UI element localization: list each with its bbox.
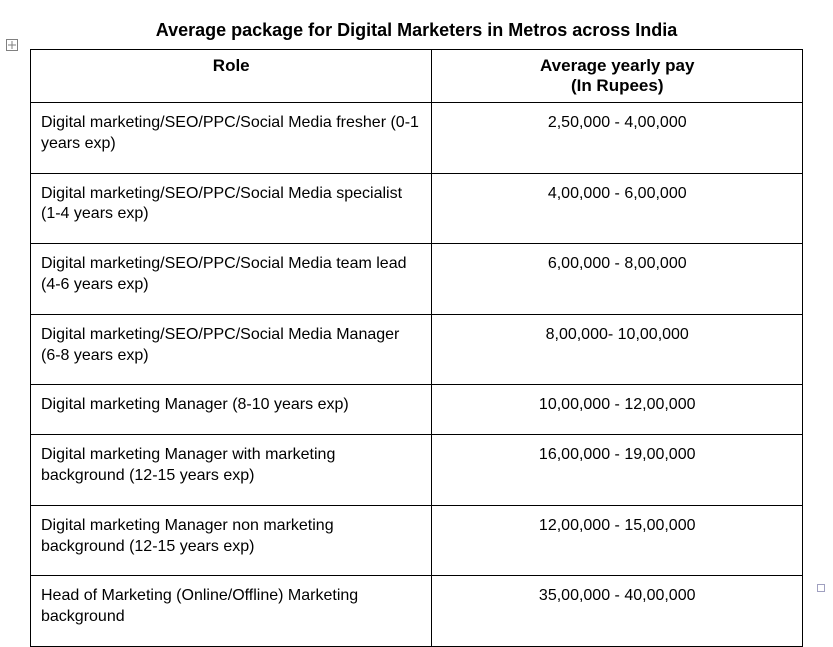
role-cell: Digital marketing/SEO/PPC/Social Media t… [31,244,432,315]
table-row: Head of Marketing (Online/Offline) Marke… [31,576,803,647]
table-body: Digital marketing/SEO/PPC/Social Media f… [31,103,803,647]
pay-cell: 10,00,000 - 12,00,000 [432,385,803,435]
role-cell: Digital marketing Manager (8-10 years ex… [31,385,432,435]
table-row: Digital marketing/SEO/PPC/Social Media s… [31,173,803,244]
table-row: Digital marketing/SEO/PPC/Social Media f… [31,103,803,174]
pay-cell: 6,00,000 - 8,00,000 [432,244,803,315]
table-row: Digital marketing/SEO/PPC/Social Media M… [31,314,803,385]
role-cell: Head of Marketing (Online/Offline) Marke… [31,576,432,647]
pay-cell: 12,00,000 - 15,00,000 [432,505,803,576]
role-cell: Digital marketing Manager with marketing… [31,435,432,506]
table-row: Digital marketing Manager (8-10 years ex… [31,385,803,435]
role-cell: Digital marketing/SEO/PPC/Social Media s… [31,173,432,244]
table-row: Digital marketing Manager with marketing… [31,435,803,506]
pay-cell: 4,00,000 - 6,00,000 [432,173,803,244]
table-row: Digital marketing/SEO/PPC/Social Media t… [31,244,803,315]
role-cell: Digital marketing Manager non marketing … [31,505,432,576]
table-header-row: Role Average yearly pay (In Rupees) [31,50,803,103]
resize-handle-icon [817,584,825,592]
page-title: Average package for Digital Marketers in… [30,20,803,41]
column-header-pay: Average yearly pay (In Rupees) [432,50,803,103]
table-row: Digital marketing Manager non marketing … [31,505,803,576]
role-cell: Digital marketing/SEO/PPC/Social Media M… [31,314,432,385]
column-header-role: Role [31,50,432,103]
column-header-pay-main: Average yearly pay [540,56,694,75]
pay-cell: 35,00,000 - 40,00,000 [432,576,803,647]
pay-cell: 8,00,000- 10,00,000 [432,314,803,385]
role-cell: Digital marketing/SEO/PPC/Social Media f… [31,103,432,174]
pay-cell: 16,00,000 - 19,00,000 [432,435,803,506]
salary-table: Role Average yearly pay (In Rupees) Digi… [30,49,803,647]
column-header-pay-sub: (In Rupees) [442,76,792,96]
table-anchor-icon [6,38,18,50]
pay-cell: 2,50,000 - 4,00,000 [432,103,803,174]
